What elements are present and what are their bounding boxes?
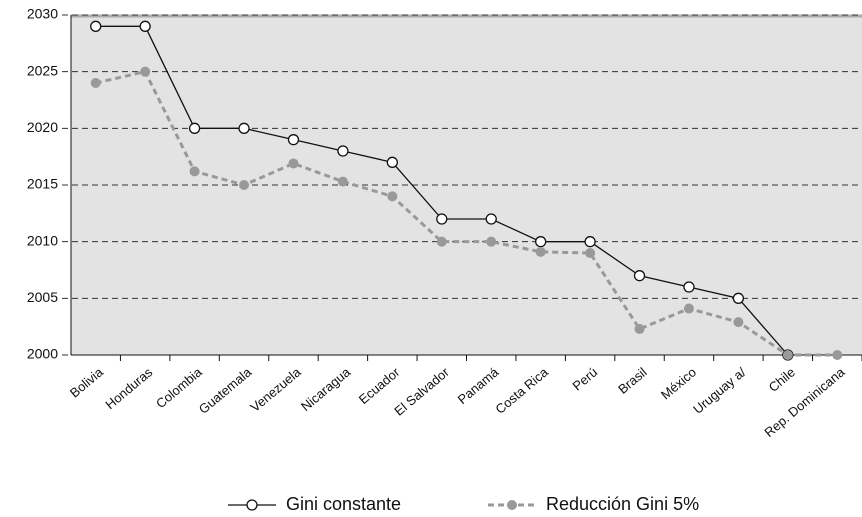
data-point [387,191,398,202]
x-tick-label: Uruguay a/ [690,364,749,417]
x-tick-label: Costa Rica [492,364,551,417]
data-point [633,270,646,282]
data-point [485,213,497,225]
x-tick-label: Guatemala [196,364,255,417]
data-point [188,122,201,134]
x-tick-label: Brasil [615,364,650,396]
data-point [288,158,299,169]
y-tick-label: 2020 [27,119,58,135]
y-tick-label: 2015 [27,176,58,192]
data-point [287,134,300,146]
x-tick-label: El Salvador [391,364,452,419]
y-tick-label: 2030 [27,6,58,22]
data-point [239,180,250,190]
y-tick-label: 2025 [27,62,58,78]
data-point [535,236,547,248]
x-tick-label: Panamá [455,364,502,407]
data-point [486,236,497,247]
data-point [90,20,102,32]
data-point [832,350,843,360]
y-tick-label: 2000 [27,346,58,362]
data-point [337,176,348,187]
x-tick-label: Nicaragua [298,364,354,414]
data-point [585,248,596,258]
x-tick-label: Ecuador [356,364,403,407]
legend-label: Reducción Gini 5% [546,494,699,514]
legend-marker [246,499,258,511]
data-point [683,303,694,314]
data-point [782,350,793,360]
data-point [139,20,151,32]
data-point [140,66,151,77]
data-point [436,236,447,247]
x-tick-label: México [658,364,699,402]
x-tick-label: Perú [570,364,601,393]
data-point [535,246,546,257]
y-tick-label: 2010 [27,232,58,248]
data-point [436,213,448,225]
y-tick-label: 2005 [27,289,58,305]
data-point [337,145,349,157]
data-point [386,156,398,168]
data-point [90,78,101,88]
x-tick-label: Chile [766,364,798,395]
x-tick-label: Bolivia [67,364,107,401]
data-point [189,166,200,177]
data-point [634,323,645,334]
x-tick-label: Honduras [102,364,155,412]
data-point [732,292,745,304]
data-point [683,281,695,293]
legend-marker [507,500,517,510]
data-point [733,317,744,328]
x-tick-label: Venezuela [247,364,304,415]
data-point [584,236,596,248]
data-point [238,122,250,134]
legend-label: Gini constante [286,494,401,514]
series-line [95,69,838,357]
